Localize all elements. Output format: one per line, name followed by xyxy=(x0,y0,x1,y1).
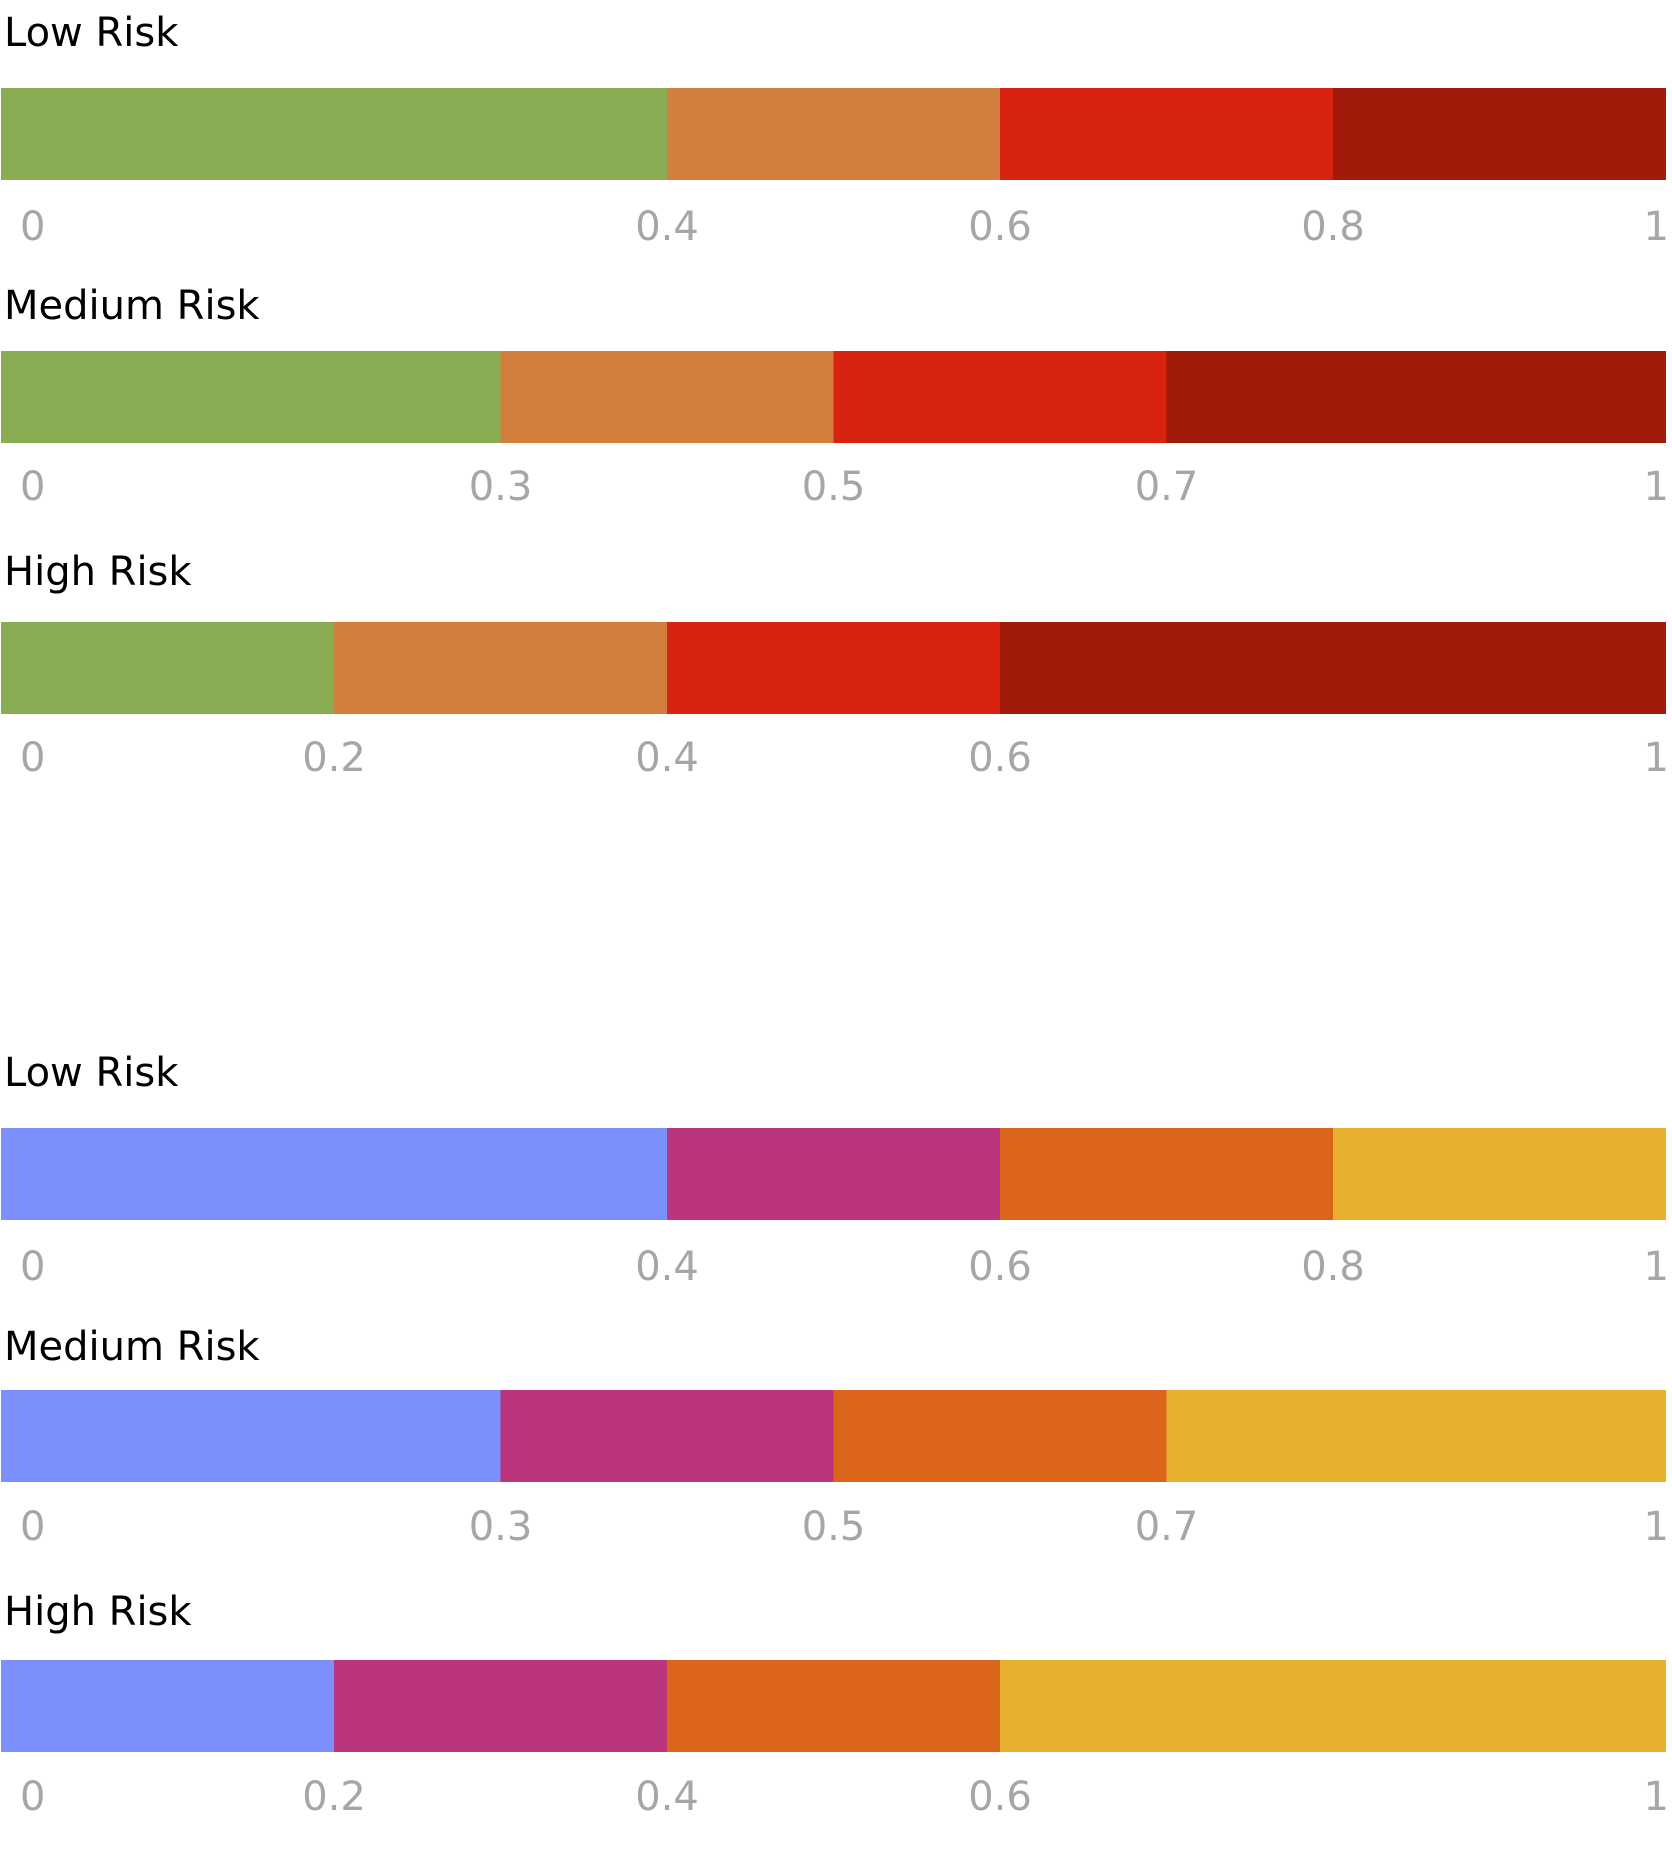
bar-segment xyxy=(1,351,501,443)
tick-label: 0.2 xyxy=(302,735,366,781)
tick-label: 0.4 xyxy=(635,204,699,250)
bar-segment xyxy=(667,622,1000,714)
row-label: Medium Risk xyxy=(4,1324,260,1370)
bar-segment xyxy=(667,1128,1000,1220)
bar-segment xyxy=(1000,1660,1666,1752)
tick-label: 0.8 xyxy=(1301,1244,1365,1290)
tick-label: 0 xyxy=(20,204,45,250)
tick-label: 1 xyxy=(1644,1504,1669,1550)
bar-segment xyxy=(667,1660,1000,1752)
bar-segment xyxy=(334,622,667,714)
bar-segment xyxy=(500,351,834,443)
tick-label: 0.5 xyxy=(802,464,866,510)
bar-segment xyxy=(1,622,334,714)
tick-label: 0.6 xyxy=(968,1244,1032,1290)
bar-segment xyxy=(1000,1128,1333,1220)
bar-segment xyxy=(1000,88,1333,180)
chart-2-high-risk-row: High Risk 0 0.2 0.4 0.6 1 xyxy=(1,1589,1669,1820)
bar-segment xyxy=(1333,1128,1666,1220)
tick-label: 0.6 xyxy=(968,204,1032,250)
tick-label: 0 xyxy=(20,1504,45,1550)
tick-label: 0 xyxy=(20,1244,45,1290)
tick-label: 0.4 xyxy=(635,1244,699,1290)
row-label: Medium Risk xyxy=(4,283,260,329)
bar-segment xyxy=(1,1390,501,1482)
bar-segment xyxy=(1,1128,667,1220)
tick-label: 1 xyxy=(1644,735,1669,781)
chart-1-medium-risk-row: Medium Risk 0 0.3 0.5 0.7 1 xyxy=(1,283,1669,510)
tick-label: 0.8 xyxy=(1301,204,1365,250)
tick-label: 0.4 xyxy=(635,1774,699,1820)
bar-segment xyxy=(334,1660,667,1752)
bar-segment xyxy=(1,1660,334,1752)
bar-segment xyxy=(833,351,1167,443)
tick-label: 0.6 xyxy=(968,735,1032,781)
tick-label: 1 xyxy=(1644,1774,1669,1820)
bar-segment xyxy=(1333,88,1666,180)
tick-label: 1 xyxy=(1644,204,1669,250)
tick-label: 0.2 xyxy=(302,1774,366,1820)
row-label: High Risk xyxy=(4,1589,192,1635)
tick-label: 1 xyxy=(1644,464,1669,510)
tick-label: 0.7 xyxy=(1135,1504,1199,1550)
tick-label: 0.6 xyxy=(968,1774,1032,1820)
bar-segment xyxy=(1000,622,1666,714)
tick-label: 0.7 xyxy=(1135,464,1199,510)
bar-segment xyxy=(1,88,667,180)
row-label: Low Risk xyxy=(4,1050,179,1096)
tick-label: 0 xyxy=(20,464,45,510)
row-label: High Risk xyxy=(4,549,192,595)
bar-segment xyxy=(1166,351,1666,443)
tick-label: 0 xyxy=(20,735,45,781)
tick-label: 0.3 xyxy=(469,464,533,510)
bar-segment xyxy=(667,88,1000,180)
chart-1-low-risk-row: Low Risk 0 0.4 0.6 0.8 1 xyxy=(1,10,1669,250)
row-label: Low Risk xyxy=(4,10,179,56)
tick-label: 0.3 xyxy=(469,1504,533,1550)
tick-label: 0.4 xyxy=(635,735,699,781)
bar-segment xyxy=(1166,1390,1666,1482)
bar-segment xyxy=(500,1390,834,1482)
risk-chart-2: Low Risk 0 0.4 0.6 0.8 1 Medium Risk 0 0.3 0.5 0.7… xyxy=(1,1050,1669,1820)
tick-label: 0 xyxy=(20,1774,45,1820)
tick-label: 0.5 xyxy=(802,1504,866,1550)
risk-chart-1: Low Risk 0 0.4 0.6 0.8 1 Medium Risk 0 0.3 0.5 0.7… xyxy=(1,10,1669,781)
chart-2-low-risk-row: Low Risk 0 0.4 0.6 0.8 1 xyxy=(1,1050,1669,1290)
bar-segment xyxy=(833,1390,1167,1482)
chart-2-medium-risk-row: Medium Risk 0 0.3 0.5 0.7 1 xyxy=(1,1324,1669,1550)
chart-1-high-risk-row: High Risk 0 0.2 0.4 0.6 1 xyxy=(1,549,1669,781)
tick-label: 1 xyxy=(1644,1244,1669,1290)
